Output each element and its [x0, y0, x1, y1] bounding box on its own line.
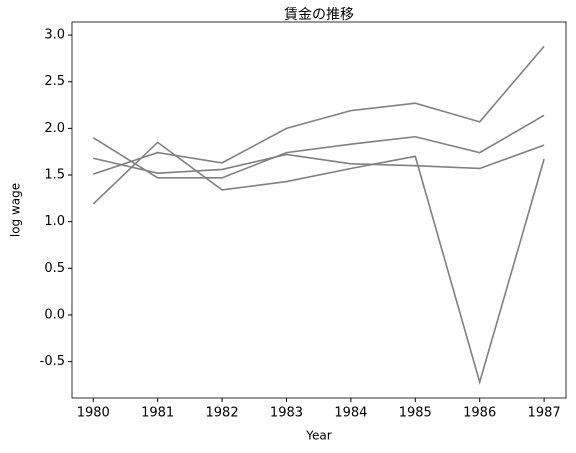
y-tick-label: 1.0 [44, 214, 65, 229]
line-series [92, 114, 545, 179]
y-tick-label: 3.0 [44, 28, 65, 43]
y-tick-label: 0.5 [44, 261, 65, 276]
y-tick-label: 2.0 [44, 121, 65, 136]
line-series [93, 144, 545, 174]
x-tick-label: 1987 [528, 406, 561, 421]
y-tick-label: 2.5 [44, 74, 65, 89]
x-tick-label: 1981 [141, 406, 174, 421]
plot-frame [71, 21, 567, 399]
x-tick-label: 1982 [206, 406, 239, 421]
x-tick-label: 1984 [334, 406, 367, 421]
x-tick-label: 1985 [399, 406, 432, 421]
line-series [92, 141, 545, 386]
x-tick-label: 1983 [270, 406, 303, 421]
chart-title: 賃金の推移 [284, 7, 354, 23]
y-tick-label: 0.0 [44, 307, 65, 322]
x-tick-label: 1986 [463, 406, 496, 421]
x-tick-label: 1980 [77, 406, 110, 421]
y-axis-label: log wage [9, 183, 23, 237]
x-axis-label: Year [305, 429, 331, 443]
y-tick-label: -0.5 [40, 354, 65, 369]
line-series [93, 45, 545, 175]
y-tick-label: 1.5 [44, 168, 65, 183]
